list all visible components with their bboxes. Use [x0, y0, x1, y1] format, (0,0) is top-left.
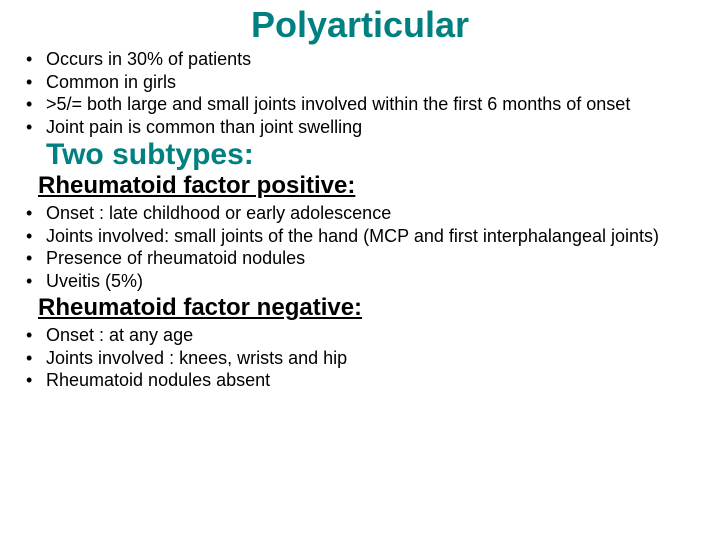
- list-item: Joints involved: small joints of the han…: [18, 225, 702, 248]
- list-item: Presence of rheumatoid nodules: [18, 247, 702, 270]
- rf-negative-list: Onset : at any age Joints involved : kne…: [18, 324, 702, 392]
- list-item: Onset : late childhood or early adolesce…: [18, 202, 702, 225]
- list-item: Common in girls: [18, 71, 702, 94]
- rf-negative-heading: Rheumatoid factor negative:: [18, 294, 702, 322]
- subheading-two-subtypes: Two subtypes:: [18, 138, 702, 172]
- slide-title: Polyarticular: [18, 4, 702, 46]
- section1-list: Occurs in 30% of patients Common in girl…: [18, 48, 702, 138]
- slide: Polyarticular Occurs in 30% of patients …: [0, 0, 720, 540]
- list-item: Uveitis (5%): [18, 270, 702, 293]
- list-item: Onset : at any age: [18, 324, 702, 347]
- list-item: Occurs in 30% of patients: [18, 48, 702, 71]
- rf-positive-list: Onset : late childhood or early adolesce…: [18, 202, 702, 292]
- rf-positive-heading: Rheumatoid factor positive:: [18, 172, 702, 200]
- list-item: Joint pain is common than joint swelling: [18, 116, 702, 139]
- list-item: >5/= both large and small joints involve…: [18, 93, 702, 116]
- list-item: Joints involved : knees, wrists and hip: [18, 347, 702, 370]
- list-item: Rheumatoid nodules absent: [18, 369, 702, 392]
